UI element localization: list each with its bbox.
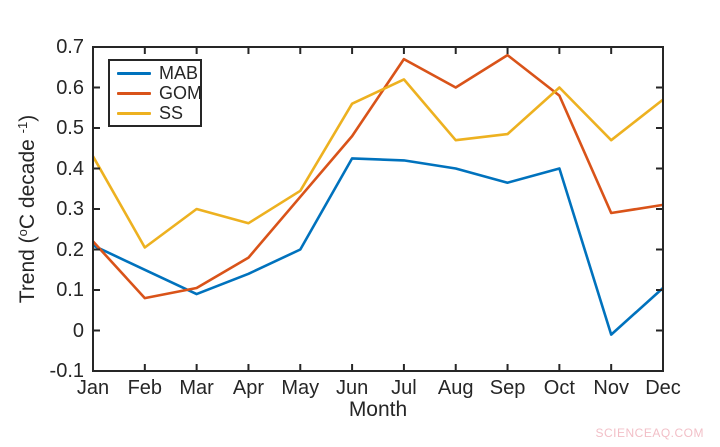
watermark: SCIENCEAQ.COM	[595, 426, 704, 440]
x-tick-label: Apr	[232, 377, 265, 399]
x-tick-label: Oct	[543, 377, 575, 399]
x-tick-label: Jul	[391, 377, 417, 399]
legend-label: SS	[159, 103, 184, 123]
legend: MAB GOM SS	[108, 59, 202, 127]
y-tick-label: 0.6	[56, 76, 84, 99]
series-line-mab	[92, 157, 664, 336]
degree-superscript: o	[15, 229, 30, 237]
x-tick-label: Jan	[76, 377, 110, 399]
series-line-gom	[92, 53, 664, 300]
x-tick-label: Mar	[179, 377, 214, 399]
y-tick-label: 0	[72, 319, 84, 342]
legend-line-sample	[117, 91, 151, 95]
legend-line-sample	[117, 111, 151, 115]
series-line-ss	[91, 78, 664, 249]
x-tick-label: Feb	[127, 377, 163, 399]
y-tick-label: 0.5	[56, 117, 84, 139]
x-tick-label: Dec	[645, 377, 681, 399]
legend-label: GOM	[159, 83, 202, 103]
legend-label: MAB	[159, 63, 199, 83]
x-tick-label: Sep	[489, 377, 526, 399]
legend-item-mab: MAB	[110, 63, 200, 83]
x-tick-label: Jun	[335, 377, 369, 399]
y-tick-label: 0.1	[56, 279, 84, 301]
x-tick-label: Nov	[593, 377, 629, 399]
x-tick-label: May	[281, 377, 320, 399]
x-axis-title: Month	[348, 398, 408, 421]
legend-item-gom: GOM	[110, 83, 202, 103]
y-tick-label: 0.4	[56, 157, 84, 180]
legend-item-ss: SS	[110, 103, 200, 123]
x-tick-label: Aug	[437, 377, 474, 399]
y-tick-label: 0.7	[56, 36, 84, 58]
y-tick-label: 0.2	[56, 238, 84, 261]
y-tick-label: 0.3	[56, 198, 84, 220]
legend-line-sample	[117, 71, 151, 75]
y-tick-label: -0.1	[49, 360, 84, 382]
